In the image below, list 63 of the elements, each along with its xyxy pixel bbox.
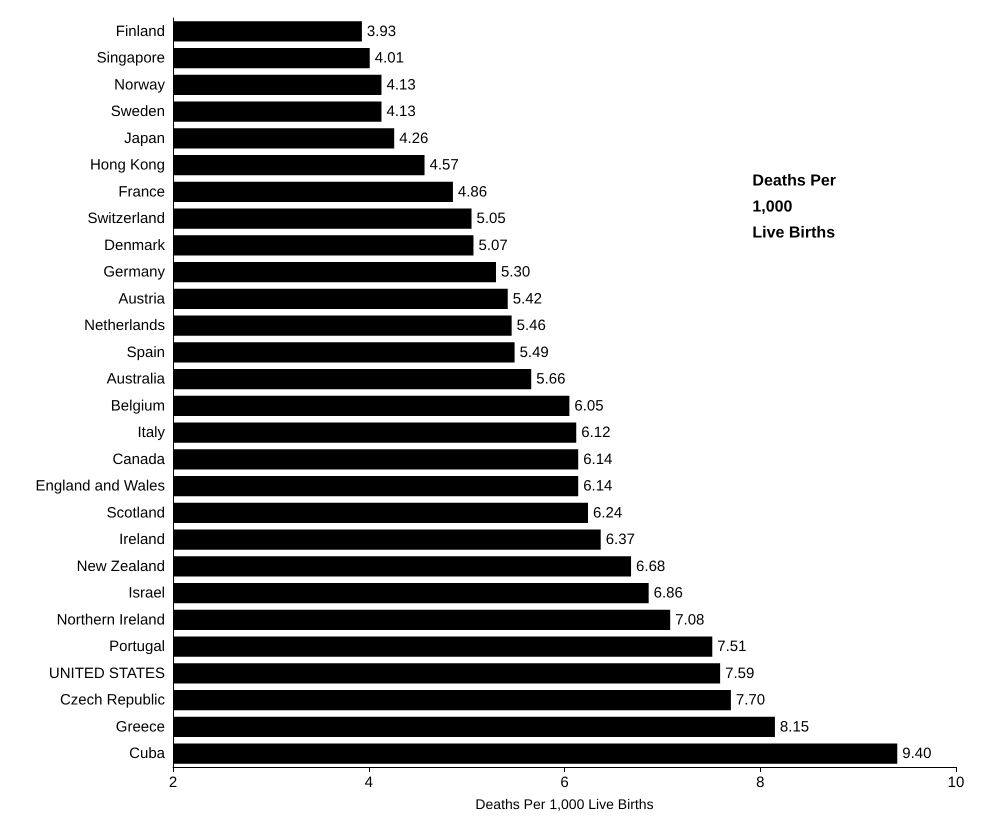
x-tick-label: 4 xyxy=(364,774,373,791)
data-label: 4.57 xyxy=(430,156,459,174)
data-label: 9.40 xyxy=(902,745,932,762)
data-label: 6.68 xyxy=(636,558,666,575)
data-label: 3.93 xyxy=(366,22,396,40)
annotation: Deaths Per 1,000 Live Births xyxy=(752,172,836,242)
data-label: 4.13 xyxy=(386,103,416,120)
data-label: 5.66 xyxy=(536,370,566,388)
y-tick-label: Ireland xyxy=(119,531,165,548)
y-tick-label: Singapore xyxy=(96,50,165,67)
y-tick-label: Denmark xyxy=(104,236,166,254)
y-tick-label: Northern Ireland xyxy=(56,611,165,628)
data-label: 5.07 xyxy=(478,236,508,254)
data-label: 6.37 xyxy=(606,531,635,548)
data-label: 8.15 xyxy=(780,718,810,736)
x-tick-label: 2 xyxy=(168,774,178,791)
data-label: 7.70 xyxy=(736,692,766,709)
data-label: 6.05 xyxy=(574,397,604,414)
data-label: 6.12 xyxy=(581,424,610,442)
y-tick-label: France xyxy=(118,183,165,200)
y-tick-label: Czech Republic xyxy=(60,692,166,709)
data-label: 5.30 xyxy=(500,264,530,281)
x-axis-title: Deaths Per 1,000 Live Births xyxy=(475,796,654,812)
y-tick-label: Sweden xyxy=(110,103,165,120)
y-tick-label: Portugal xyxy=(109,638,165,656)
data-label: 6.14 xyxy=(583,450,612,468)
y-tick-label: Norway xyxy=(114,76,166,94)
data-label: 6.14 xyxy=(583,478,612,495)
y-tick-label: Greece xyxy=(116,718,165,736)
y-tick-label: Netherlands xyxy=(84,317,165,334)
y-tick-label: Israel xyxy=(128,584,165,602)
data-label: 4.26 xyxy=(399,130,428,147)
y-tick-label: Germany xyxy=(103,264,166,281)
data-label: 4.86 xyxy=(458,183,488,200)
data-label: 5.49 xyxy=(520,344,549,361)
y-tick-label: New Zealand xyxy=(76,558,165,575)
data-label: 7.59 xyxy=(725,664,754,682)
x-tick-label: 10 xyxy=(948,774,964,791)
y-tick-label: Hong Kong xyxy=(90,156,165,174)
y-tick-label: England and Wales xyxy=(35,478,165,495)
y-tick-label: Japan xyxy=(124,130,165,147)
data-label: 7.51 xyxy=(717,638,746,656)
y-tick-label: UNITED STATES xyxy=(48,664,165,682)
y-tick-label: Spain xyxy=(126,344,165,361)
x-tick-label: 8 xyxy=(756,774,764,791)
y-tick-label: Finland xyxy=(116,22,165,40)
data-label: 6.86 xyxy=(654,584,683,602)
data-label: 5.05 xyxy=(476,210,506,228)
y-tick-label: Cuba xyxy=(129,745,166,762)
y-tick-label: Belgium xyxy=(110,397,165,414)
y-tick-label: Australia xyxy=(106,370,166,388)
data-label: 6.24 xyxy=(592,504,622,522)
data-label: 7.08 xyxy=(675,611,704,628)
y-tick-label: Switzerland xyxy=(87,210,165,228)
y-tick-label: Scotland xyxy=(106,504,165,522)
y-tick-label: Italy xyxy=(137,424,166,442)
data-label: 5.46 xyxy=(516,317,546,334)
y-tick-label: Austria xyxy=(118,290,166,308)
y-tick-label: Canada xyxy=(112,450,166,468)
data-label: 4.13 xyxy=(386,76,416,94)
data-label: 4.01 xyxy=(374,50,404,67)
data-label: 5.42 xyxy=(512,290,542,308)
x-tick-label: 6 xyxy=(560,774,569,791)
